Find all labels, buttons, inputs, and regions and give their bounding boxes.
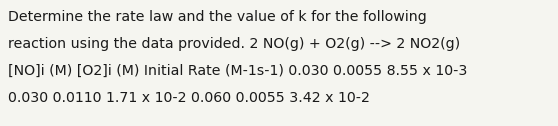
- Text: 0.030 0.0110 1.71 x 10-2 0.060 0.0055 3.42 x 10-2: 0.030 0.0110 1.71 x 10-2 0.060 0.0055 3.…: [8, 91, 370, 105]
- Text: Determine the rate law and the value of k for the following: Determine the rate law and the value of …: [8, 10, 427, 24]
- Text: [NO]i (M) [O2]i (M) Initial Rate (M-1s-1) 0.030 0.0055 8.55 x 10-3: [NO]i (M) [O2]i (M) Initial Rate (M-1s-1…: [8, 64, 468, 78]
- Text: reaction using the data provided. 2 NO(g) + O2(g) --> 2 NO2(g): reaction using the data provided. 2 NO(g…: [8, 37, 460, 51]
